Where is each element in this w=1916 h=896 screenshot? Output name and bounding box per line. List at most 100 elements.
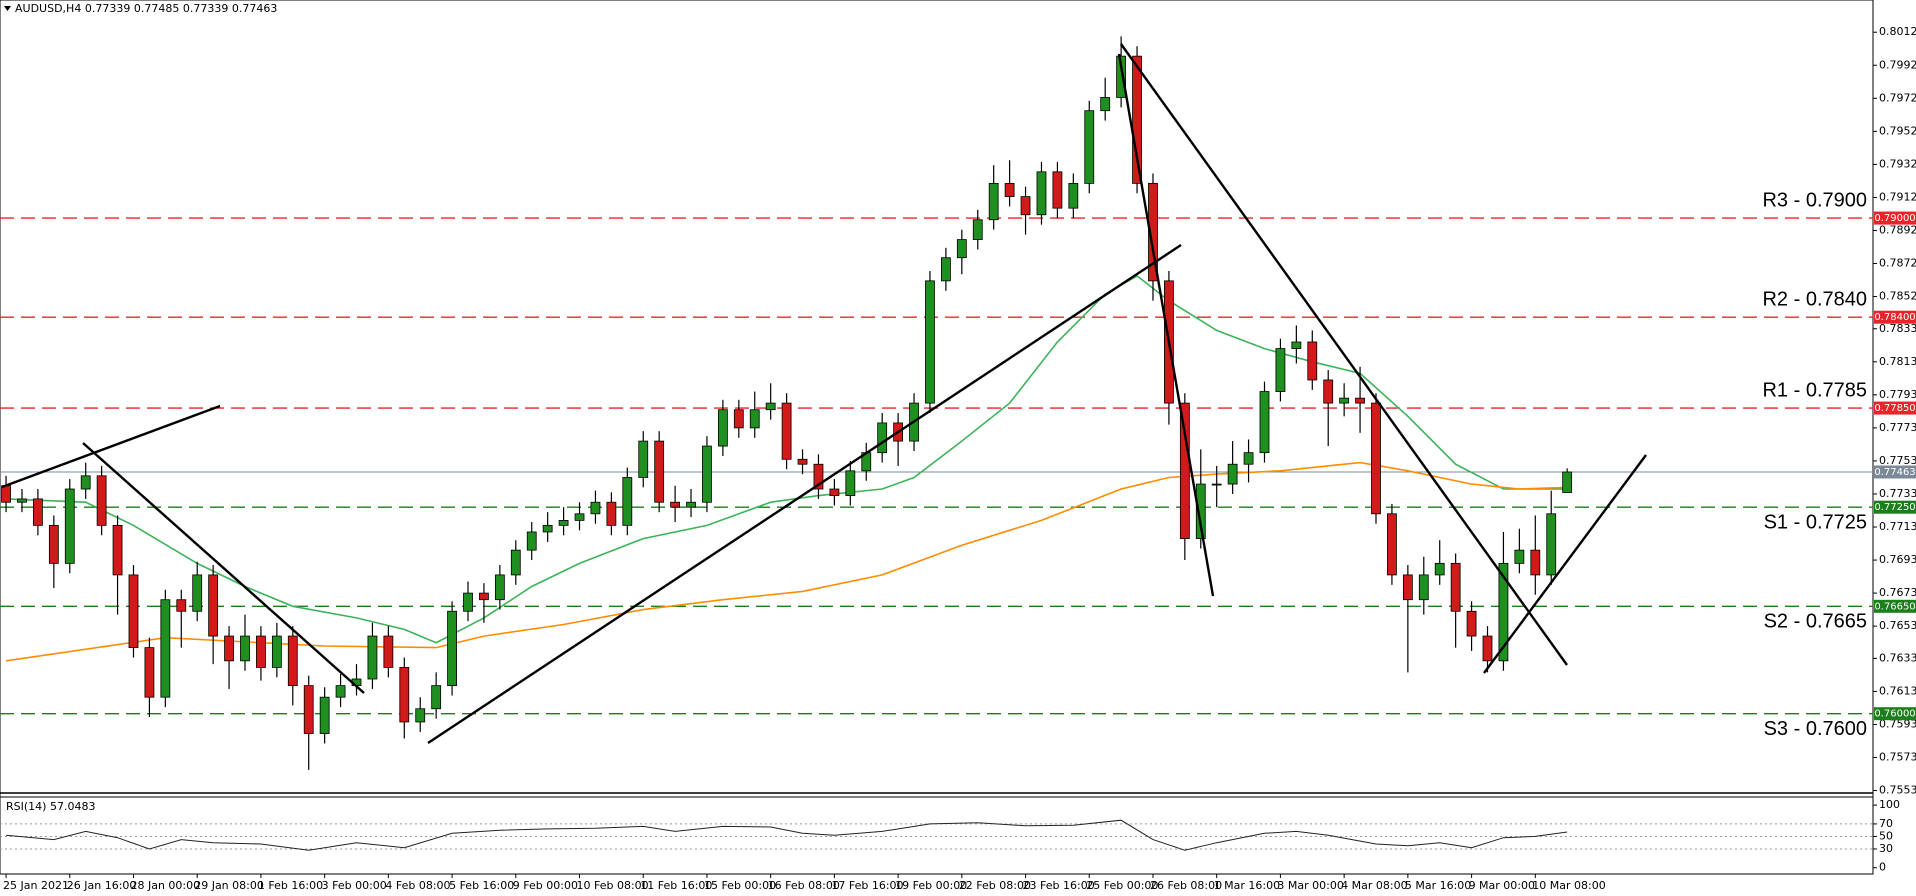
candle-body — [1482, 635, 1493, 662]
candle-body — [287, 635, 298, 687]
candle-body — [1116, 55, 1127, 98]
candle-body — [64, 488, 75, 564]
candle-body — [622, 477, 633, 526]
rsi-tick-label: 100 — [1879, 798, 1900, 811]
candle-body — [702, 445, 712, 503]
candle-body — [1243, 452, 1254, 465]
axis-layer: 0.80125 0.79925 0.79725 0.79525 0.79325 0.791… — [3, 25, 1916, 892]
candle-body — [1148, 182, 1158, 282]
candle-body — [781, 402, 792, 460]
trendline — [427, 243, 1182, 745]
x-tick-label: 10 Mar 08:00 — [1532, 879, 1605, 892]
candle-body — [1530, 549, 1541, 576]
trendline — [1483, 454, 1647, 674]
x-tick-label: 22 Feb 08:00 — [959, 879, 1031, 892]
level-tag-label: 0.77850 — [1874, 403, 1915, 414]
candle-body — [1562, 471, 1573, 493]
candle-body — [128, 574, 139, 649]
candle-body — [176, 599, 187, 612]
level-tag-label: 0.76000 — [1874, 709, 1915, 720]
level-tag-label: 0.77250 — [1874, 502, 1915, 513]
x-tick-label: 15 Feb 00:00 — [704, 879, 776, 892]
x-tick-label: 4 Feb 08:00 — [385, 879, 450, 892]
candle-body — [1387, 513, 1397, 576]
candle-body — [1450, 562, 1461, 612]
collapse-icon — [4, 6, 11, 11]
y-tick-label: 0.75735 — [1879, 750, 1916, 763]
x-tick-label: 4 Mar 08:00 — [1341, 879, 1407, 892]
candle-body — [335, 685, 346, 698]
trendline — [1, 404, 221, 489]
candle-body — [813, 463, 824, 490]
candle-body — [574, 513, 585, 521]
level-label: S2 - 0.7665 — [1764, 611, 1867, 633]
rsi-label: RSI(14) 57.0483 — [6, 800, 95, 813]
rsi-value: 57.0483 — [50, 800, 96, 813]
x-tick-label: 3 Mar 00:00 — [1277, 879, 1343, 892]
x-tick-label: 25 Feb 00:00 — [1086, 879, 1158, 892]
candle-body — [33, 498, 43, 526]
candle-body — [383, 635, 394, 668]
candle-body — [1, 485, 11, 503]
low: 0.77339 — [183, 2, 229, 15]
symbol: AUDUSD,H4 — [15, 2, 81, 15]
candle-body — [542, 524, 553, 533]
x-tick-label: 11 Feb 16:00 — [640, 879, 712, 892]
y-tick-label: 0.78925 — [1879, 223, 1916, 236]
x-tick-label: 9 Feb 00:00 — [513, 879, 578, 892]
high: 0.77485 — [134, 2, 180, 15]
rsi-name: RSI(14) — [6, 800, 46, 813]
y-tick-label: 0.78525 — [1879, 290, 1916, 303]
x-tick-label: 26 Jan 16:00 — [67, 879, 137, 892]
trendline — [1117, 53, 1215, 597]
candle-body — [48, 524, 59, 564]
y-tick-label: 0.76335 — [1879, 651, 1916, 664]
candle-body — [1371, 402, 1381, 515]
candle-body — [224, 635, 234, 662]
candle-body — [303, 685, 314, 734]
candle-body — [510, 549, 521, 576]
y-tick-label: 0.75535 — [1879, 784, 1916, 797]
candle-body — [415, 708, 426, 723]
x-tick-label: 23 Feb 16:00 — [1023, 879, 1095, 892]
level-label: S3 - 0.7600 — [1764, 718, 1867, 740]
candle-body — [558, 520, 569, 526]
y-tick-label: 0.79125 — [1879, 190, 1916, 203]
candle-body — [797, 458, 808, 465]
rsi-tick-label: 30 — [1879, 842, 1893, 855]
candle-body — [670, 501, 680, 508]
x-tick-label: 10 Feb 08:00 — [577, 879, 649, 892]
x-tick-label: 1 Feb 16:00 — [258, 879, 323, 892]
candle-body — [1195, 483, 1206, 539]
candle-body — [972, 219, 983, 240]
candle-body — [940, 257, 951, 282]
candle-body — [749, 409, 760, 429]
level-tag-label: 0.79000 — [1874, 213, 1915, 224]
candle-body — [1402, 574, 1413, 601]
candle-body — [80, 475, 91, 490]
candle-body — [925, 280, 935, 404]
level-tag — [1874, 401, 1916, 415]
level-label: S1 - 0.7725 — [1764, 511, 1867, 533]
x-tick-label: 16 Feb 08:00 — [768, 879, 840, 892]
candle-body — [271, 635, 282, 668]
y-tick-label: 0.79525 — [1879, 124, 1916, 137]
candle-body — [494, 574, 505, 601]
rsi-tick-label: 50 — [1879, 829, 1893, 842]
candle-body — [1275, 348, 1286, 392]
candle-body — [192, 574, 203, 612]
x-tick-label: 9 Mar 00:00 — [1469, 879, 1535, 892]
candle-body — [1307, 341, 1318, 381]
candle-body — [367, 635, 378, 680]
candle-body — [431, 685, 442, 710]
candle-body — [1434, 562, 1445, 576]
level-label: R2 - 0.7840 — [1762, 288, 1867, 310]
candle-body — [96, 475, 107, 526]
